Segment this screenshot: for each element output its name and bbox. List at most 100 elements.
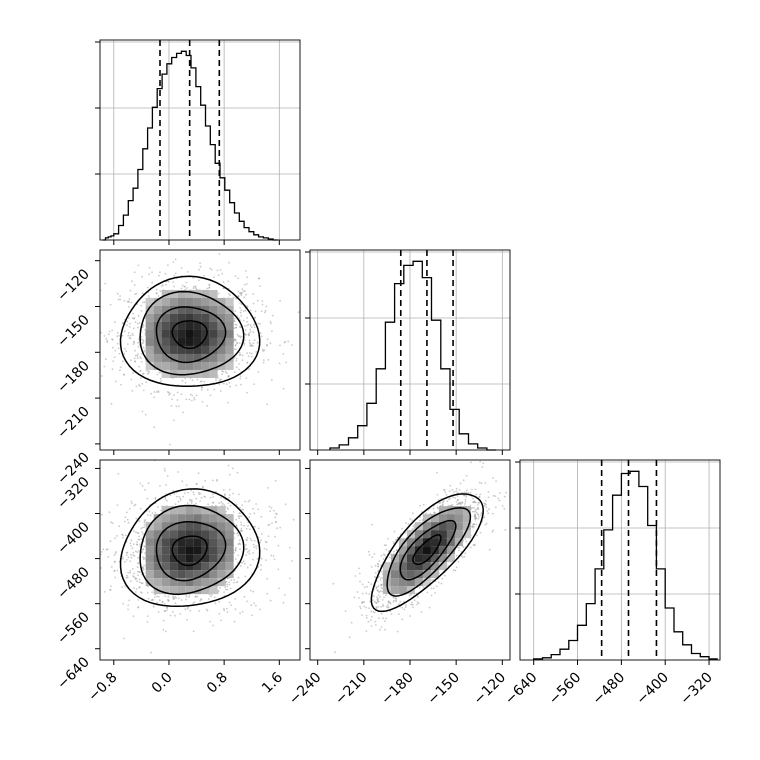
scatter-point bbox=[217, 292, 220, 295]
contour-line bbox=[171, 535, 208, 567]
scatter-point bbox=[184, 492, 186, 494]
scatter-point bbox=[434, 512, 437, 515]
scatter-point bbox=[213, 596, 216, 599]
scatter-point bbox=[174, 258, 177, 261]
scatter-point bbox=[387, 537, 389, 540]
scatter-point bbox=[370, 619, 372, 622]
scatter-point bbox=[385, 548, 388, 551]
scatter-point bbox=[256, 558, 259, 560]
scatter-point bbox=[178, 405, 180, 407]
scatter-point bbox=[181, 284, 184, 287]
scatter-point bbox=[249, 537, 252, 540]
scatter-point bbox=[452, 496, 454, 499]
scatter-point bbox=[186, 607, 189, 610]
scatter-point bbox=[233, 620, 236, 623]
scatter-point bbox=[132, 334, 134, 336]
scatter-point bbox=[236, 532, 238, 535]
scatter-point bbox=[266, 344, 268, 347]
scatter-point bbox=[169, 494, 172, 496]
scatter-point bbox=[187, 491, 190, 494]
scatter-point bbox=[463, 555, 466, 558]
scatter-point bbox=[395, 539, 397, 541]
scatter-point bbox=[163, 610, 166, 612]
scatter-point bbox=[244, 329, 247, 331]
scatter-point bbox=[459, 502, 461, 505]
scatter-point bbox=[228, 583, 231, 586]
scatter-point bbox=[235, 518, 238, 521]
scatter-point bbox=[465, 491, 468, 494]
density-cell bbox=[193, 570, 202, 579]
scatter-point bbox=[173, 419, 175, 422]
scatter-point bbox=[167, 595, 170, 598]
scatter-point bbox=[268, 505, 271, 508]
scatter-point bbox=[232, 492, 235, 495]
scatter-point bbox=[192, 277, 195, 279]
scatter-point bbox=[365, 630, 368, 632]
density-cell bbox=[145, 562, 154, 571]
scatter-point bbox=[117, 473, 120, 475]
scatter-point bbox=[155, 288, 158, 291]
density-cell bbox=[169, 578, 178, 587]
scatter-point bbox=[475, 517, 478, 519]
scatter-point bbox=[134, 321, 137, 323]
scatter-point bbox=[401, 618, 404, 621]
scatter-point bbox=[210, 595, 212, 598]
scatter-point bbox=[225, 607, 228, 610]
scatter-point bbox=[261, 300, 264, 302]
scatter-point bbox=[240, 294, 243, 296]
scatter-point bbox=[247, 334, 250, 337]
density-cell bbox=[209, 337, 218, 346]
scatter-point bbox=[478, 481, 481, 484]
scatter-point bbox=[109, 540, 112, 543]
scatter-point bbox=[118, 334, 120, 337]
scatter-point bbox=[241, 610, 244, 613]
scatter-point bbox=[166, 606, 169, 609]
scatter-point bbox=[446, 500, 449, 503]
scatter-point bbox=[377, 617, 380, 620]
scatter-point bbox=[389, 601, 391, 604]
scatter-point bbox=[265, 305, 268, 308]
scatter-point bbox=[134, 591, 137, 593]
scatter-point bbox=[195, 497, 198, 500]
scatter-point bbox=[100, 375, 103, 377]
density-cell bbox=[201, 506, 210, 515]
density-cell bbox=[201, 578, 210, 587]
scatter-point bbox=[229, 294, 231, 297]
y-tick-label: −150 bbox=[54, 312, 93, 351]
scatter-point bbox=[119, 369, 121, 372]
scatter-point bbox=[477, 516, 480, 518]
scatter-point bbox=[139, 482, 142, 485]
scatter-point bbox=[240, 521, 243, 524]
density-content bbox=[332, 460, 507, 654]
density-cell bbox=[209, 522, 218, 531]
scatter-point bbox=[464, 503, 466, 505]
scatter-point bbox=[163, 602, 166, 605]
scatter-point bbox=[279, 526, 282, 529]
scatter-point bbox=[128, 599, 131, 602]
scatter-point bbox=[239, 354, 241, 356]
scatter-point bbox=[202, 486, 204, 489]
scatter-point bbox=[136, 541, 139, 543]
scatter-point bbox=[91, 305, 93, 307]
scatter-point bbox=[227, 508, 230, 510]
scatter-point bbox=[193, 493, 195, 496]
scatter-point bbox=[134, 577, 137, 579]
scatter-point bbox=[266, 338, 269, 341]
scatter-point bbox=[246, 352, 249, 355]
scatter-point bbox=[236, 581, 239, 583]
scatter-point bbox=[234, 550, 237, 552]
scatter-point bbox=[275, 513, 278, 516]
scatter-point bbox=[207, 503, 210, 506]
scatter-point bbox=[242, 560, 245, 563]
density-cell bbox=[177, 305, 186, 314]
scatter-point bbox=[256, 341, 259, 344]
scatter-point bbox=[172, 596, 174, 599]
scatter-point bbox=[235, 326, 238, 329]
scatter-point bbox=[182, 495, 185, 498]
scatter-point bbox=[244, 333, 246, 336]
scatter-point bbox=[113, 356, 116, 359]
density-cell bbox=[209, 530, 218, 539]
density-cell bbox=[225, 297, 234, 306]
scatter-point bbox=[374, 572, 377, 574]
scatter-point bbox=[128, 337, 131, 340]
